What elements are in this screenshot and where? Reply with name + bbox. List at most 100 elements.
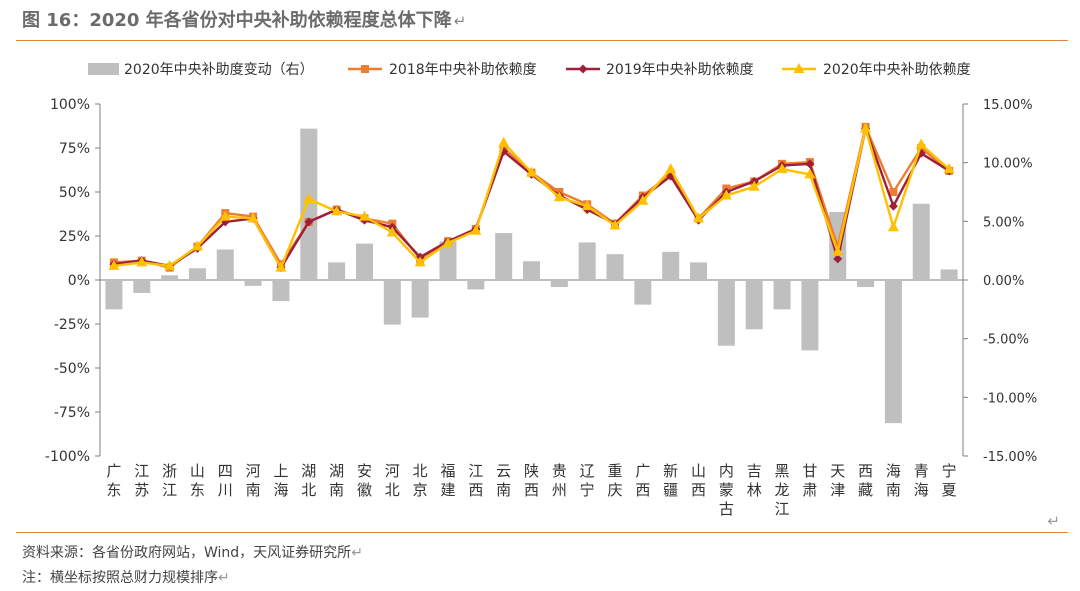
data-point xyxy=(915,138,927,149)
data-point xyxy=(331,205,343,216)
bar-8 xyxy=(300,128,318,280)
data-point xyxy=(943,163,955,174)
category-label: 湖南 xyxy=(329,462,344,499)
right-tick-label: -10.00% xyxy=(983,391,1037,406)
bar-18 xyxy=(578,242,596,280)
bar-1 xyxy=(105,280,123,310)
data-point xyxy=(191,240,203,251)
bar-30 xyxy=(912,203,930,280)
right-tick-label: -15.00% xyxy=(983,450,1037,465)
legend-swatch-marker xyxy=(361,65,369,73)
left-tick-label: -100% xyxy=(45,449,90,465)
data-point xyxy=(888,201,898,211)
category-label: 甘肃 xyxy=(802,462,817,499)
axis-note: 注：横坐标按照总财力规模排序↵ xyxy=(22,567,230,587)
category-label: 山东 xyxy=(190,462,205,499)
category-label: 浙江 xyxy=(162,462,177,499)
series-line xyxy=(113,125,950,269)
bar-4 xyxy=(188,268,206,280)
legend-swatch-marker xyxy=(578,64,588,74)
data-point xyxy=(665,163,677,174)
category-label: 宁夏 xyxy=(942,462,957,499)
return-mark: ↵ xyxy=(453,12,467,30)
right-tick-label: -5.00% xyxy=(983,333,1029,348)
figure-title: 图 16：2020 年各省份对中央补助依赖程度总体下降 ↵ xyxy=(22,6,466,32)
data-point xyxy=(470,224,482,235)
data-point xyxy=(581,200,593,211)
category-label: 辽宁 xyxy=(580,462,595,499)
bar-23 xyxy=(717,280,735,346)
category-label: 河北 xyxy=(385,462,400,499)
category-label: 河南 xyxy=(246,462,261,499)
data-point xyxy=(748,180,760,191)
data-point xyxy=(860,122,872,133)
data-point xyxy=(776,163,788,174)
source-return-mark: ↵ xyxy=(351,545,363,561)
bar-20 xyxy=(634,280,652,305)
figure-title-text: 图 16：2020 年各省份对中央补助依赖程度总体下降 xyxy=(22,10,452,31)
data-point xyxy=(247,212,259,223)
series-line xyxy=(113,127,950,269)
data-point xyxy=(609,219,621,230)
data-point xyxy=(108,259,120,270)
data-point xyxy=(136,256,148,267)
chart-canvas: 2020年中央补助度变动（右） 2018年中央补助依赖度 2019年中央补助依赖度 2… xyxy=(45,62,1037,518)
bottom-rule xyxy=(16,532,1068,533)
data-point xyxy=(553,191,565,202)
category-label: 山西 xyxy=(691,462,706,499)
bar-12 xyxy=(411,280,429,318)
legend-item-4: 2020年中央补助依赖度 xyxy=(782,62,971,78)
data-point xyxy=(275,261,287,272)
data-point xyxy=(219,210,231,221)
bar-2 xyxy=(133,280,151,293)
category-label: 吉林 xyxy=(747,462,762,499)
note-text: 注：横坐标按照总财力规模排序 xyxy=(22,570,218,586)
category-label: 海南 xyxy=(886,462,901,499)
bar-19 xyxy=(606,254,624,280)
legend-label: 2020年中央补助度变动（右） xyxy=(124,62,314,78)
bar-9 xyxy=(328,262,346,280)
axes: 100% 75% 50% 25% 0% -25% -50% -75% -100% 15.00% 10… xyxy=(45,97,1037,465)
legend-swatch-marker xyxy=(793,63,805,73)
data-point xyxy=(304,217,314,227)
category-label: 新疆 xyxy=(663,462,678,499)
data-point xyxy=(526,166,537,177)
bar-series xyxy=(105,128,958,424)
category-label: 西藏 xyxy=(858,462,873,499)
note-return-mark: ↵ xyxy=(218,570,230,586)
right-tick-label: 10.00% xyxy=(983,157,1033,172)
category-label: 天津 xyxy=(830,462,845,499)
data-point xyxy=(164,259,176,270)
category-label: 重庆 xyxy=(608,462,623,499)
data-point xyxy=(832,245,844,256)
category-label: 贵州 xyxy=(552,462,567,499)
data-point xyxy=(386,226,398,237)
return-mark-chart: ↵ xyxy=(1047,512,1060,530)
data-point xyxy=(414,256,426,267)
legend-label: 2019年中央补助依赖度 xyxy=(606,62,754,78)
line-series-1 xyxy=(109,122,954,272)
bar-10 xyxy=(355,243,373,280)
bar-15 xyxy=(495,233,513,280)
data-point xyxy=(693,212,705,223)
data-point xyxy=(804,168,816,179)
category-label: 广东 xyxy=(106,462,121,499)
data-point xyxy=(889,188,898,196)
bar-31 xyxy=(940,269,958,280)
top-rule xyxy=(16,40,1068,41)
bar-29 xyxy=(884,280,902,424)
category-label: 云南 xyxy=(496,462,511,499)
data-point xyxy=(637,194,649,205)
left-tick-label: -25% xyxy=(54,317,90,333)
left-tick-label: 50% xyxy=(59,185,90,201)
legend-swatch-bar xyxy=(88,63,119,75)
right-tick-label: 0.00% xyxy=(983,274,1024,289)
category-label: 四川 xyxy=(218,462,233,499)
bar-5 xyxy=(216,249,234,280)
category-labels: 广东江苏浙江山东四川河南上海湖北湖南安徽河北北京福建江西云南陕西贵州辽宁重庆广西… xyxy=(106,462,956,518)
right-tick-label: 15.00% xyxy=(983,98,1033,113)
legend-label: 2018年中央补助依赖度 xyxy=(389,62,537,78)
left-tick-label: 75% xyxy=(59,141,90,157)
category-label: 江苏 xyxy=(134,462,149,499)
category-label: 广西 xyxy=(635,462,650,499)
